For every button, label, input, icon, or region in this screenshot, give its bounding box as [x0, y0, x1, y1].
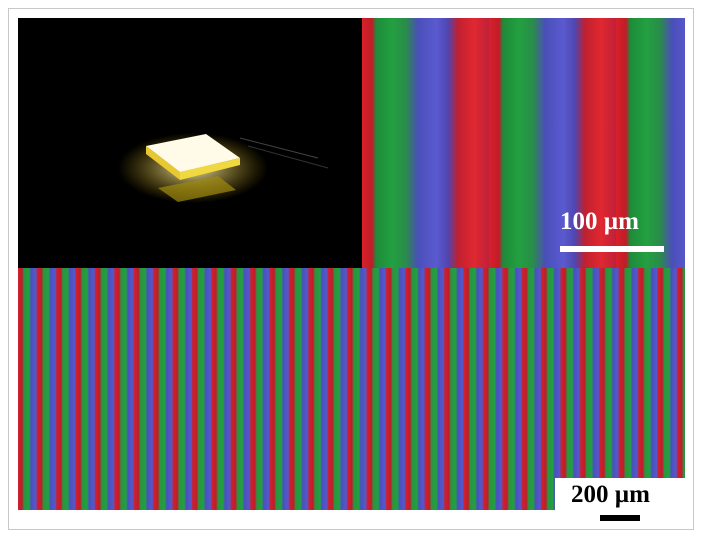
glowing-device	[18, 18, 362, 268]
scale-bar	[600, 515, 640, 521]
page: 100 µm 200 µm (() => { const data = JSON…	[0, 0, 702, 537]
scale-label: 100 µm	[560, 208, 639, 236]
wide-stripes	[18, 268, 685, 510]
scale-bar	[560, 246, 664, 252]
device-photo	[18, 18, 362, 268]
scale-label: 200 µm	[571, 481, 650, 509]
